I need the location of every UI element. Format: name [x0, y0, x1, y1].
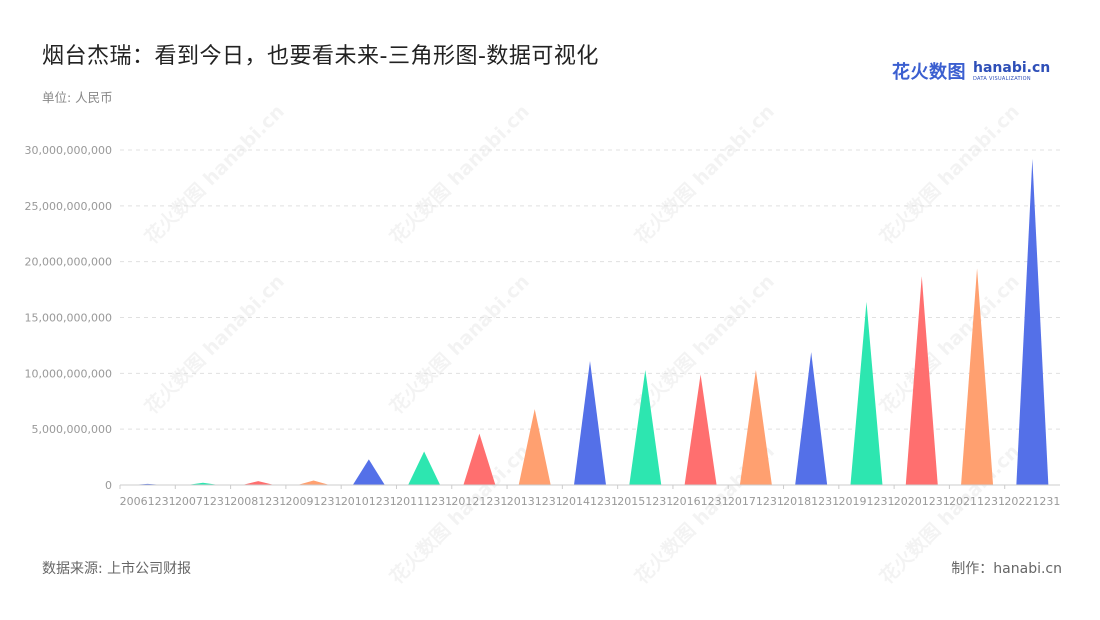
triangle-bar-20121231[interactable]: [463, 433, 496, 485]
y-tick-label: 5,000,000,000: [32, 423, 112, 436]
y-tick-label: 10,000,000,000: [25, 367, 112, 380]
x-tick-label: 20071231: [175, 495, 231, 508]
triangle-bar-20141231[interactable]: [574, 361, 606, 485]
logo-chinese-text: 花火数图: [892, 62, 966, 83]
data-source: 数据来源: 上市公司财报: [42, 561, 192, 577]
x-axis: 20061231 20071231 20081231 20091231 20101231…: [119, 484, 1060, 508]
x-tick-label: 20191231: [838, 495, 894, 508]
triangle-bar-20131231[interactable]: [518, 409, 551, 485]
x-tick-label: 20091231: [286, 495, 342, 508]
brand-logo: 花火数图 hanabi.cn DATA VISUALIZATION: [892, 58, 1050, 84]
logo-tagline: DATA VISUALIZATION: [973, 75, 1031, 82]
x-tick-label: 20161231: [673, 495, 729, 508]
triangle-bar-20161231[interactable]: [684, 374, 717, 485]
unit-label: 单位: 人民币: [42, 90, 113, 105]
triangle-bar-20151231[interactable]: [629, 369, 662, 485]
x-tick-label: 20171231: [728, 495, 784, 508]
y-tick-label: 25,000,000,000: [25, 200, 112, 213]
triangle-bar-20191231[interactable]: [850, 301, 883, 485]
logo-english-text: hanabi.cn: [973, 59, 1051, 76]
triangle-bar-20201231[interactable]: [905, 276, 938, 485]
triangle-bar-20111231[interactable]: [408, 451, 441, 486]
y-tick-label: 0: [105, 479, 112, 492]
x-tick-label: 20221231: [1004, 495, 1060, 508]
triangle-bar-20211231[interactable]: [961, 268, 994, 485]
y-tick-label: 15,000,000,000: [25, 312, 112, 325]
credit-text: 制作：hanabi.cn: [951, 561, 1062, 577]
y-tick-label: 30,000,000,000: [25, 144, 112, 157]
triangle-bar-20101231[interactable]: [352, 459, 385, 485]
x-tick-label: 20151231: [617, 495, 673, 508]
triangle-bar-20181231[interactable]: [795, 352, 828, 485]
triangle-bar-20171231[interactable]: [739, 369, 772, 485]
triangle-bar-20071231[interactable]: [186, 482, 219, 485]
x-tick-label: 20211231: [949, 495, 1005, 508]
x-tick-label: 20111231: [396, 495, 452, 508]
x-tick-label: 20061231: [120, 495, 176, 508]
triangle-bar-20091231[interactable]: [297, 480, 330, 485]
x-tick-label: 20181231: [783, 495, 839, 508]
x-tick-label: 20101231: [341, 495, 397, 508]
x-tick-label: 20081231: [230, 495, 286, 508]
triangle-bar-20221231[interactable]: [1016, 158, 1049, 485]
chart-title: 烟台杰瑞：看到今日，也要看未来-三角形图-数据可视化: [42, 44, 599, 69]
triangle-bars: [131, 158, 1049, 486]
logo-english-block: hanabi.cn DATA VISUALIZATION: [973, 61, 1050, 82]
triangle-bar-20081231[interactable]: [242, 481, 275, 485]
x-tick-label: 20141231: [562, 495, 618, 508]
y-axis: 0 5,000,000,000 10,000,000,000 15,000,000,0…: [25, 144, 112, 492]
x-tick-label: 20201231: [894, 495, 950, 508]
x-tick-label: 20131231: [507, 495, 563, 508]
x-tick-label: 20121231: [451, 495, 507, 508]
y-tick-label: 20,000,000,000: [25, 256, 112, 269]
